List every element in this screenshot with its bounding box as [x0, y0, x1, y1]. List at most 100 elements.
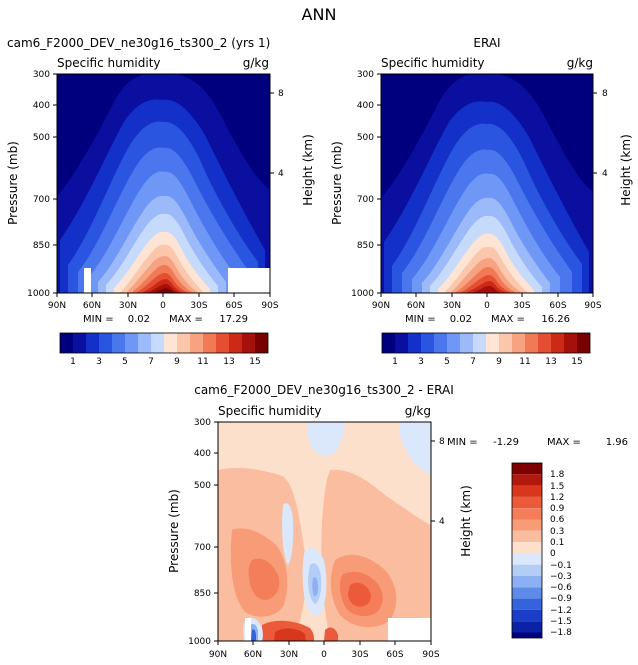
x-tick-label: 90S	[584, 301, 601, 311]
colorbar: 1.8 1.5 1.2 0.9 0.6 0.3 0.1 0 −0.1 −0.3 …	[511, 462, 572, 639]
colorbar-box	[138, 333, 151, 353]
y-axis-label: Pressure (mb)	[167, 489, 181, 573]
y-tick-label: 700	[33, 195, 50, 205]
y2-axis-label: Height (km)	[301, 134, 315, 205]
colorbar-box	[551, 333, 564, 353]
field-level-neg-1	[399, 422, 431, 475]
colorbar-box	[216, 333, 229, 353]
colorbar-box	[512, 621, 542, 633]
y-tick-label: 300	[33, 70, 50, 80]
x-tick-label: 0	[160, 301, 166, 311]
x-tick-label: 60N	[407, 301, 425, 311]
colorbar-label: −1.8	[550, 628, 572, 638]
colorbar-label: 7	[148, 357, 154, 367]
colorbar-label: 0	[550, 549, 556, 559]
colorbar-box	[512, 587, 542, 599]
colorbar: 1 3 5 7 9 11 13 15	[59, 332, 269, 367]
max-label: MAX =	[169, 314, 203, 325]
colorbar-box	[512, 496, 542, 509]
colorbar-box	[525, 333, 538, 353]
colorbar-box	[512, 564, 542, 576]
panel-difference-title: cam6_F2000_DEV_ne30g16_ts300_2 - ERAI	[194, 383, 454, 397]
colorbar-label: 7	[470, 357, 476, 367]
field-level-pos-4	[348, 582, 371, 607]
max-label: MAX =	[547, 437, 581, 448]
panel-model-field	[57, 74, 270, 293]
y-tick-label: 1000	[27, 289, 50, 299]
colorbar-label: −0.6	[550, 583, 572, 593]
colorbar-label: 5	[444, 357, 450, 367]
y2-tick-label: 8	[439, 437, 445, 447]
colorbar-box	[151, 333, 164, 353]
colorbar-label: −0.3	[550, 572, 572, 582]
colorbar-label: 1.2	[550, 493, 564, 503]
colorbar: 1 3 5 7 9 11 13 15	[381, 332, 591, 367]
x-tick-label: 60S	[549, 301, 566, 311]
field-level-15	[152, 288, 176, 293]
missing-data-mask	[84, 268, 91, 293]
y2-tick-label: 4	[602, 169, 608, 179]
y-axis-label: Pressure (mb)	[6, 141, 20, 225]
colorbar-box	[164, 333, 177, 353]
colorbar-box	[434, 333, 447, 353]
x-tick-label: 30S	[190, 301, 207, 311]
colorbar-box	[512, 576, 542, 588]
colorbar-box	[486, 333, 499, 353]
colorbar-label: 1.8	[550, 470, 565, 480]
colorbar-label: 3	[96, 357, 102, 367]
y-tick-label: 300	[194, 418, 211, 428]
max-label: MAX =	[491, 314, 525, 325]
panel-model-units: g/kg	[243, 56, 269, 70]
missing-data-mask	[245, 618, 251, 641]
colorbar-label: 9	[174, 357, 180, 367]
colorbar-box	[395, 333, 408, 353]
colorbar-box	[512, 598, 542, 610]
y-tick-label: 500	[33, 133, 50, 143]
colorbar-label: 1	[70, 357, 76, 367]
colorbar-label: 13	[223, 357, 234, 367]
min-value: -1.29	[493, 437, 519, 448]
colorbar-box	[512, 463, 542, 475]
colorbar-box	[473, 333, 486, 353]
x-tick-label: 0	[321, 650, 327, 660]
colorbar-label: 3	[418, 357, 424, 367]
colorbar-label: 13	[545, 357, 556, 367]
colorbar-box	[408, 333, 421, 353]
figure-title: ANN	[302, 5, 337, 24]
colorbar-box	[512, 530, 542, 543]
panel-obs-units: g/kg	[567, 56, 593, 70]
panel-obs-subtitle: Specific humidity	[381, 56, 485, 70]
y-tick-label: 1000	[351, 289, 374, 299]
colorbar-label: 9	[496, 357, 502, 367]
colorbar-box	[512, 333, 525, 353]
min-value: 0.02	[450, 314, 472, 325]
colorbar-label: 0.6	[550, 515, 565, 525]
panel-model-subtitle: Specific humidity	[57, 56, 161, 70]
x-tick-label: 30N	[119, 301, 137, 311]
x-tick-label: 30N	[443, 301, 461, 311]
colorbar-box	[512, 485, 542, 497]
y-tick-label: 700	[194, 543, 211, 553]
colorbar-box	[512, 609, 542, 622]
colorbar-box	[421, 333, 434, 353]
x-tick-label: 90S	[422, 650, 439, 660]
y2-tick-label: 8	[278, 89, 284, 99]
field-level-neg-1	[307, 422, 345, 456]
colorbar-box	[577, 333, 590, 353]
colorbar-box	[447, 333, 460, 353]
y-tick-label: 500	[194, 481, 211, 491]
panel-model-title: cam6_F2000_DEV_ne30g16_ts300_2 (yrs 1)	[7, 36, 270, 50]
colorbar-box	[112, 333, 125, 353]
y-tick-label: 400	[194, 449, 211, 459]
min-label: MIN =	[405, 314, 436, 325]
panel-difference: cam6_F2000_DEV_ne30g16_ts300_2 - ERAI Sp…	[167, 383, 628, 660]
x-tick-label: 90N	[48, 301, 66, 311]
y-tick-label: 850	[194, 589, 211, 599]
missing-data-mask	[228, 268, 270, 293]
missing-data-mask	[388, 618, 431, 641]
panel-obs: ERAI Specific humidity g/kg 9	[330, 36, 633, 367]
y-tick-label: 700	[357, 195, 374, 205]
colorbar-box	[564, 333, 577, 353]
colorbar-box	[99, 333, 112, 353]
max-value: 1.96	[606, 437, 628, 448]
